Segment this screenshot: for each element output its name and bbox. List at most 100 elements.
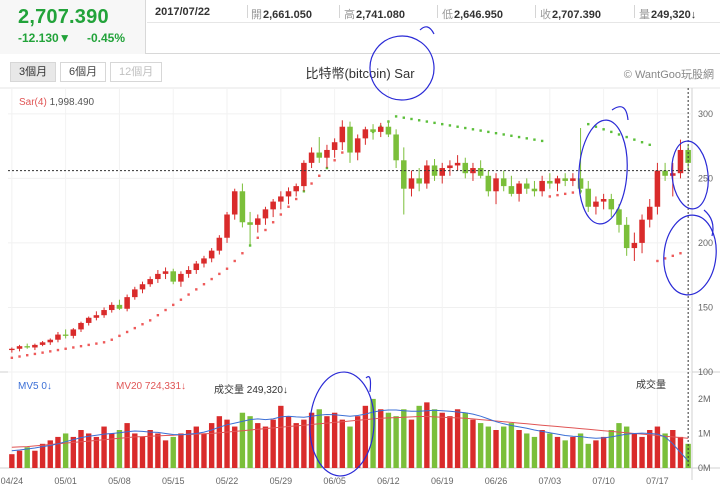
candle-body xyxy=(554,178,561,184)
sar-dot xyxy=(264,228,267,232)
moving-average-lines xyxy=(11,409,689,462)
volume-bar xyxy=(109,433,115,468)
volume-tick-label: 2M xyxy=(698,394,711,404)
price-change: -12.130▼ xyxy=(18,31,71,45)
candle-body xyxy=(201,258,207,264)
volume-panel-title: 成交量 xyxy=(636,380,666,391)
sar-dot xyxy=(571,191,575,194)
sar-dot xyxy=(633,138,636,141)
candle-body xyxy=(631,242,638,249)
volume-bar xyxy=(232,426,238,468)
volume-bar xyxy=(32,450,38,468)
candle-body xyxy=(262,209,269,219)
tab-6-months[interactable]: 6個月 xyxy=(60,62,107,82)
sar-dot xyxy=(95,342,98,345)
annotation-circle xyxy=(309,371,375,477)
candle-body xyxy=(78,322,84,330)
volume-bar xyxy=(16,450,23,468)
x-tick-label: 05/29 xyxy=(270,476,293,486)
candle-body xyxy=(185,270,192,274)
candle-body xyxy=(493,178,499,192)
x-tick-label: 05/01 xyxy=(54,476,77,486)
annotation-circle xyxy=(369,35,435,101)
hand-drawn-annotations xyxy=(309,26,717,477)
sar-dot xyxy=(218,272,221,276)
sar-dot xyxy=(625,135,628,139)
volume-bar xyxy=(278,405,284,468)
sar-dot xyxy=(594,125,598,128)
candle-body xyxy=(485,175,492,192)
divider xyxy=(437,5,438,18)
candle-body xyxy=(62,334,69,336)
volume-bar xyxy=(501,426,507,468)
sar-dot xyxy=(433,121,436,125)
quote-header: 2,707.390 -12.130▼ -0.45% 2017/07/22 開2,… xyxy=(0,0,720,54)
volume-bar xyxy=(55,436,61,468)
volume-bar xyxy=(585,443,591,468)
volume-bar xyxy=(477,423,484,468)
sar-dot xyxy=(533,138,536,141)
sar-dot xyxy=(187,293,190,296)
mv5-line xyxy=(11,409,689,462)
sar-dot xyxy=(456,125,459,128)
candle-body xyxy=(216,237,223,251)
y-tick-label: 150 xyxy=(698,302,713,312)
sar-dot xyxy=(271,221,275,224)
tab-12-months[interactable]: 12個月 xyxy=(110,62,163,82)
volume-bar xyxy=(162,440,169,468)
sar-dot xyxy=(341,151,344,154)
candle-body xyxy=(132,289,138,298)
candle-body xyxy=(547,180,553,184)
sar-dot xyxy=(256,236,259,239)
sar-dot xyxy=(56,348,60,352)
candle-body xyxy=(239,191,246,223)
volume-bar xyxy=(139,436,146,468)
candle-body xyxy=(39,342,46,345)
volume-bar xyxy=(385,412,392,468)
volume-bar xyxy=(285,416,292,468)
candle-body xyxy=(24,346,30,348)
candle-body xyxy=(639,219,645,243)
candle-body xyxy=(316,152,323,158)
volume-bar xyxy=(577,433,584,468)
divider xyxy=(634,5,635,18)
mv20-legend: MV20 724,331↓ xyxy=(116,381,187,392)
volume-bar xyxy=(86,433,92,468)
sar-dot xyxy=(617,133,621,136)
volume-bar xyxy=(101,426,107,468)
sar-dot xyxy=(640,141,644,144)
annotation-circle xyxy=(671,140,709,210)
volume-bar xyxy=(116,430,123,468)
sar-dot xyxy=(33,352,37,356)
sar-dot xyxy=(64,347,67,350)
sar-dot xyxy=(79,344,83,348)
candle-body xyxy=(247,222,253,225)
sar-dot xyxy=(18,355,21,358)
sar-dot xyxy=(310,182,313,185)
volume-bar xyxy=(316,409,322,468)
sar-dot xyxy=(517,135,521,139)
x-tick-label: 05/08 xyxy=(108,476,131,486)
sar-dot xyxy=(441,122,444,126)
sar-dot xyxy=(102,341,106,344)
volume-bar xyxy=(616,423,622,468)
tab-3-months[interactable]: 3個月 xyxy=(10,62,57,82)
candle-body xyxy=(462,162,469,174)
sar-dot xyxy=(148,319,152,322)
open-stat: 開2,661.050 xyxy=(251,9,312,21)
y-tick-label: 250 xyxy=(698,173,713,183)
sar-dot xyxy=(471,128,475,131)
sar-dot xyxy=(72,346,75,349)
mv20-line xyxy=(11,416,689,448)
volume-bar xyxy=(485,426,492,468)
volume-bar xyxy=(431,409,438,468)
volume-bar xyxy=(78,430,84,468)
sar-dot xyxy=(510,134,513,137)
volume-stat: 量249,320↓ xyxy=(639,9,697,21)
volume-bar xyxy=(301,419,307,468)
volume-bar xyxy=(132,433,138,468)
sar-dot xyxy=(26,354,29,357)
volume-bar xyxy=(339,419,346,468)
volume-bar xyxy=(554,436,561,468)
